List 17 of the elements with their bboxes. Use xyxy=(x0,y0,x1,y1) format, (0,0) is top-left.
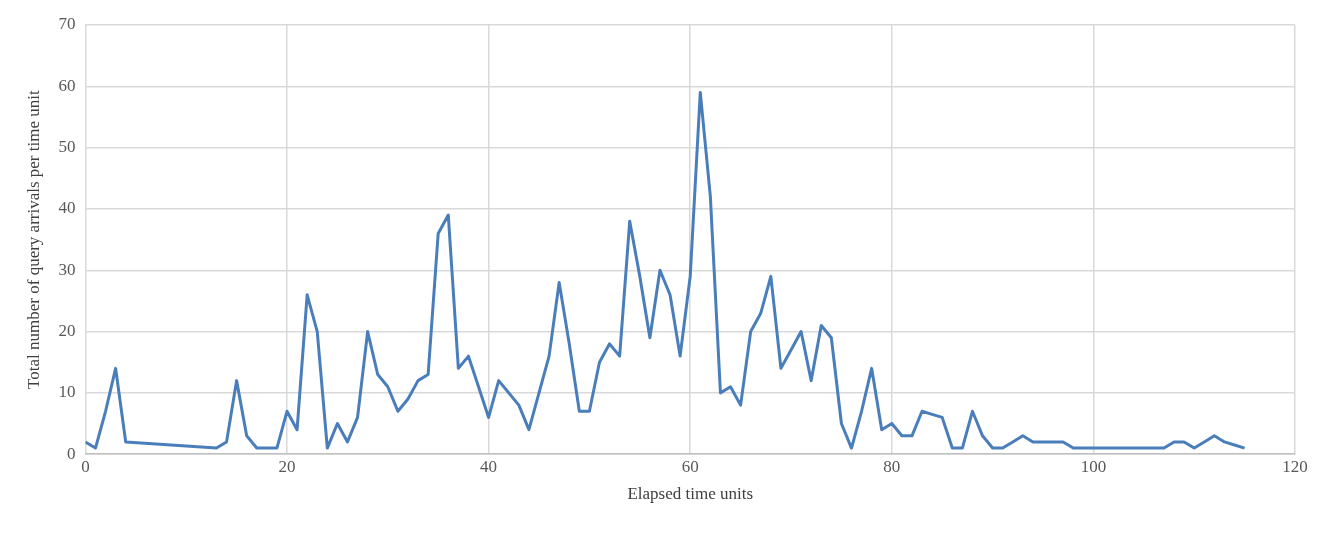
y-tick-label: 0 xyxy=(66,443,76,463)
y-tick-label: 30 xyxy=(58,259,76,279)
y-tick-label: 50 xyxy=(58,137,76,157)
x-tick-label: 80 xyxy=(883,456,901,476)
x-axis-title: Elapsed time units xyxy=(627,484,753,504)
x-tick-label: 0 xyxy=(81,456,90,476)
y-tick-label: 40 xyxy=(58,198,76,218)
x-tick-label: 120 xyxy=(1282,456,1308,476)
y-tick-label: 60 xyxy=(58,75,76,95)
x-tick-label: 60 xyxy=(681,456,699,476)
y-tick-label: 20 xyxy=(58,321,76,341)
y-axis-title: Total number of query arrivals per time unit xyxy=(23,90,43,389)
y-tick-label: 10 xyxy=(58,382,76,402)
x-tick-label: 40 xyxy=(480,456,498,476)
x-tick-label: 100 xyxy=(1080,456,1107,476)
x-tick-label: 20 xyxy=(278,456,296,476)
y-tick-label: 70 xyxy=(58,14,76,34)
